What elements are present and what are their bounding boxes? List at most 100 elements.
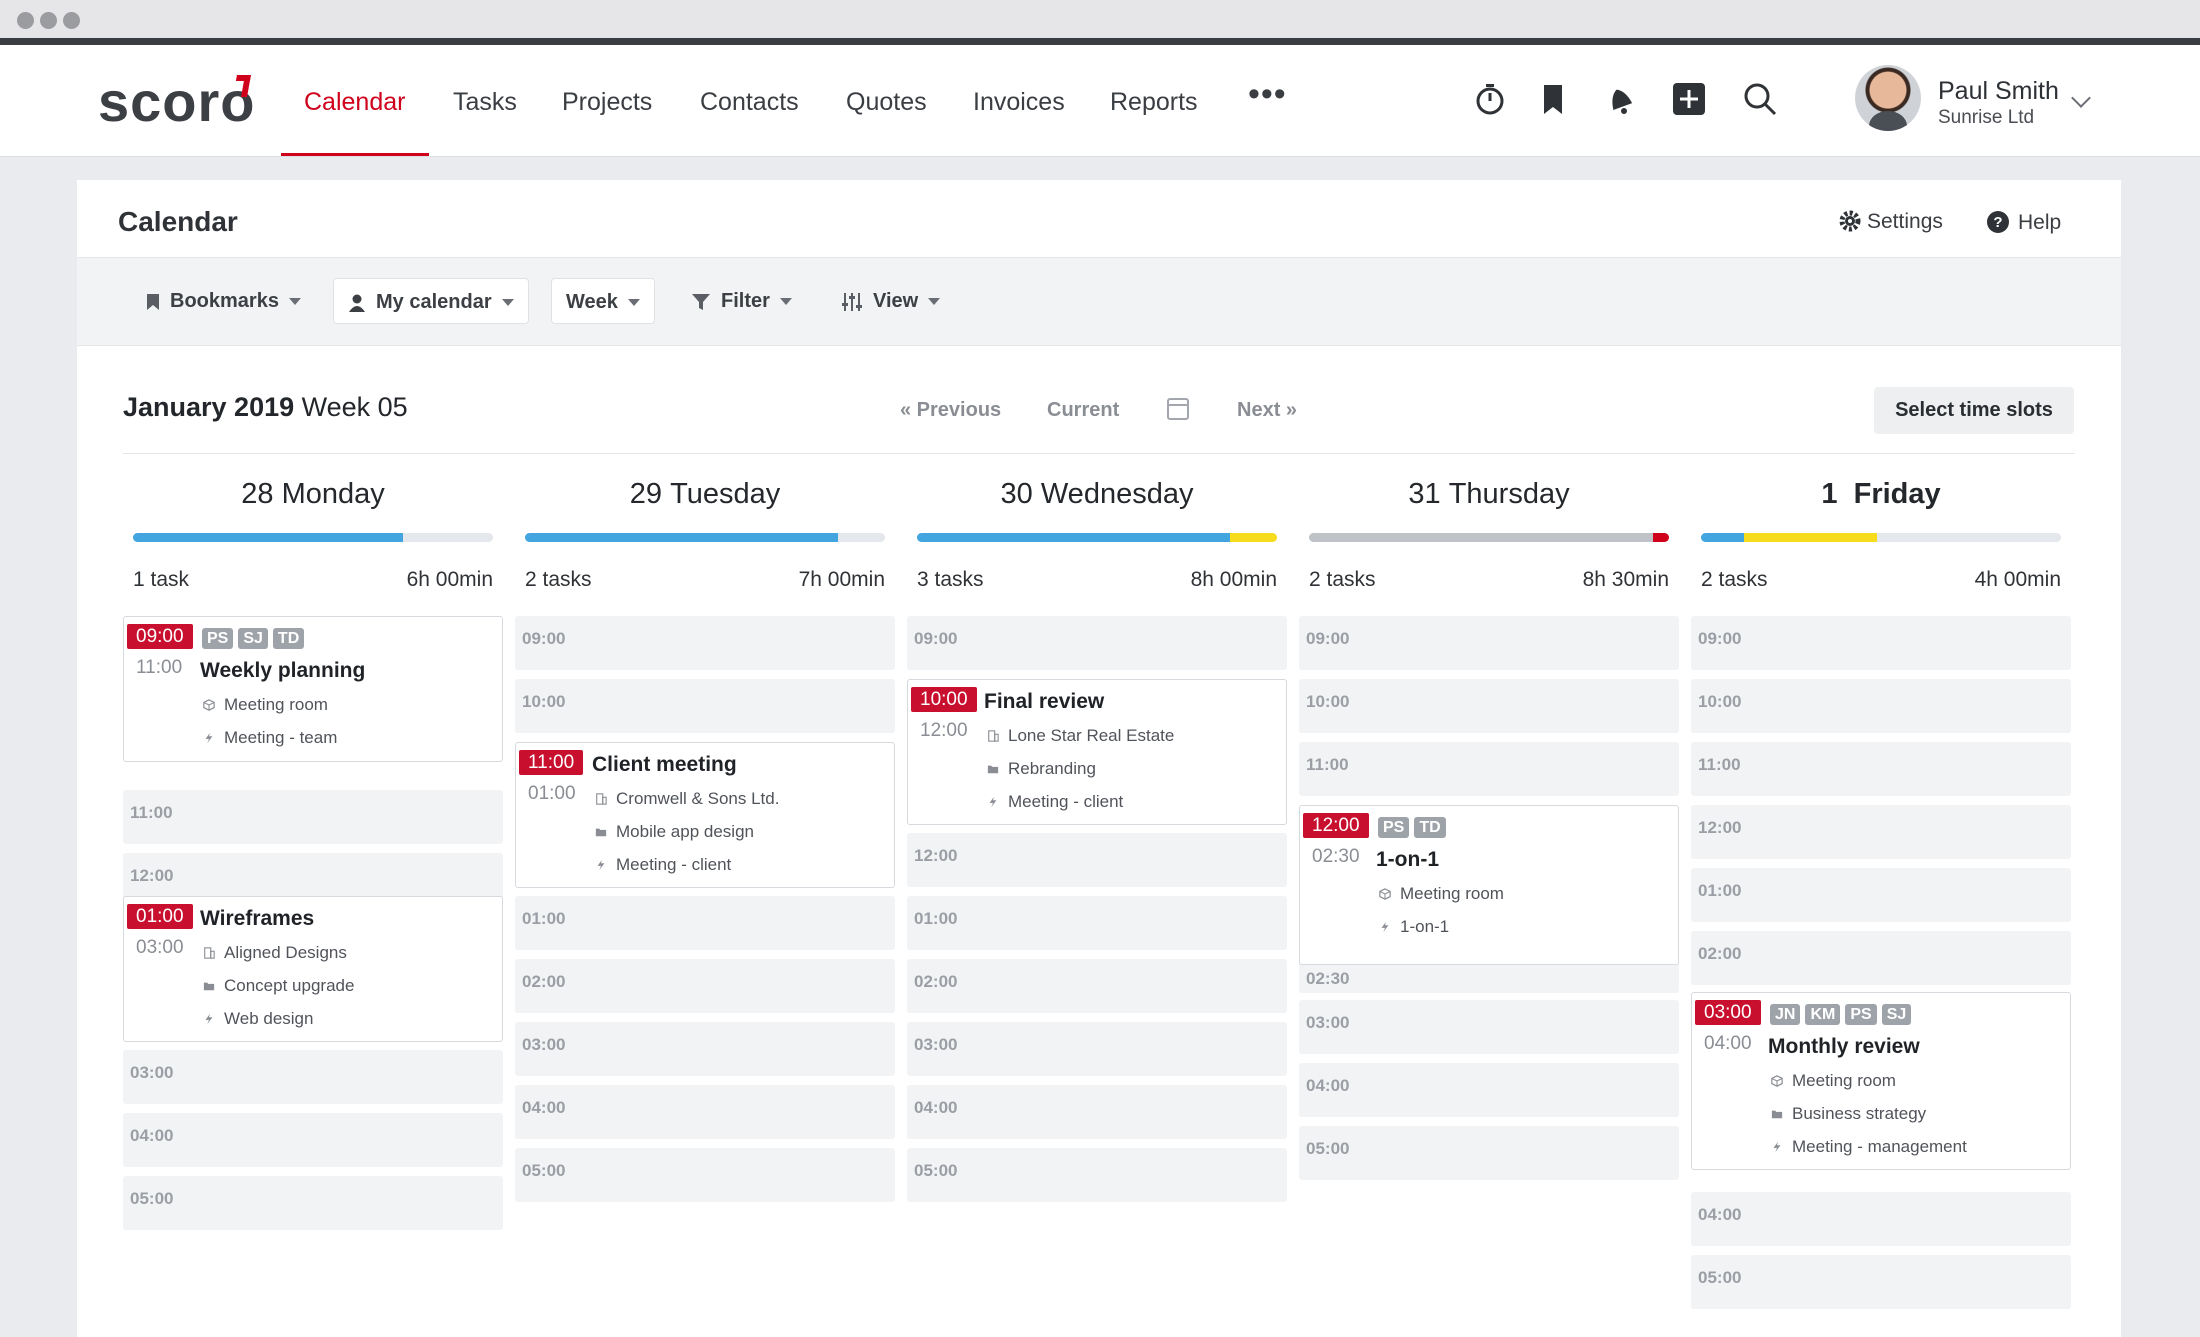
calendar-picker-icon[interactable] xyxy=(1167,398,1189,420)
participant-badge[interactable]: PS xyxy=(1845,1004,1877,1025)
calendar-event[interactable]: 03:00 04:00 JN KM PS SJ Monthly review Meeting … xyxy=(1691,992,2071,1170)
bookmark-icon xyxy=(147,293,159,310)
view-dropdown[interactable]: View xyxy=(827,278,954,324)
help-link[interactable]: ? Help xyxy=(1986,210,2061,235)
window-close-button[interactable] xyxy=(17,12,34,29)
svg-text:?: ? xyxy=(1993,214,2002,231)
time-slot[interactable]: 05:00 xyxy=(1299,1126,1679,1180)
time-slot[interactable]: 04:00 xyxy=(515,1085,895,1139)
week-dropdown[interactable]: Week xyxy=(551,278,655,324)
time-slot-label: 09:00 xyxy=(1698,629,1742,648)
time-slot[interactable]: 11:00 xyxy=(1691,742,2071,796)
calendar-event[interactable]: 01:00 03:00 Wireframes Aligned Designs Conce… xyxy=(123,896,503,1042)
time-slot[interactable]: 04:00 xyxy=(1299,1063,1679,1117)
time-slot[interactable]: 09:00 xyxy=(1691,616,2071,670)
stopwatch-icon[interactable] xyxy=(1470,79,1510,119)
type-icon xyxy=(986,792,1008,811)
workload-segment xyxy=(1701,533,1745,542)
participant-badge[interactable]: PS xyxy=(1378,817,1410,838)
time-slot[interactable]: 05:00 xyxy=(1691,1255,2071,1309)
time-slot[interactable]: 05:00 xyxy=(123,1176,503,1230)
time-slot-label: 05:00 xyxy=(130,1189,174,1208)
participant-badge[interactable]: SJ xyxy=(1881,1004,1912,1025)
calendar-event[interactable]: 12:00 02:30 PS TD 1-on-1 Meeting room 1-on-1 xyxy=(1299,805,1679,965)
time-slot[interactable]: 02:00 xyxy=(515,959,895,1013)
next-week-link[interactable]: Next » xyxy=(1237,399,1298,421)
time-slot-label: 09:00 xyxy=(522,629,566,648)
time-slot[interactable]: 12:00 xyxy=(907,833,1287,887)
time-slot[interactable]: 11:00 xyxy=(1299,742,1679,796)
bell-icon[interactable] xyxy=(1600,79,1640,119)
event-title[interactable]: Monthly review xyxy=(1768,1035,1920,1058)
user-avatar[interactable] xyxy=(1855,65,1921,131)
scoro-logo[interactable]: scoro xyxy=(98,70,256,133)
time-slot[interactable]: 03:00 xyxy=(123,1050,503,1104)
week-number: Week 05 xyxy=(301,392,408,422)
calendar-event[interactable]: 09:00 11:00 PS SJ TD Weekly planning Meeting r… xyxy=(123,616,503,762)
settings-link[interactable]: Settings xyxy=(1839,210,1943,234)
participant-badge[interactable]: SJ xyxy=(238,628,268,649)
time-slot[interactable]: 04:00 xyxy=(123,1113,503,1167)
window-zoom-button[interactable] xyxy=(63,12,80,29)
event-title[interactable]: Weekly planning xyxy=(200,659,366,682)
time-slot[interactable]: 10:00 xyxy=(1299,679,1679,733)
my-calendar-dropdown[interactable]: My calendar xyxy=(333,278,529,324)
participant-badge[interactable]: KM xyxy=(1805,1004,1841,1025)
event-title[interactable]: 1-on-1 xyxy=(1376,848,1439,871)
event-title[interactable]: Client meeting xyxy=(592,753,737,776)
time-slot[interactable]: 01:00 xyxy=(515,896,895,950)
time-slot[interactable]: 01:00 xyxy=(1691,868,2071,922)
calendar-event[interactable]: 10:00 12:00 Final review Lone Star Real Est… xyxy=(907,679,1287,825)
event-title[interactable]: Wireframes xyxy=(200,907,315,930)
time-slot[interactable]: 03:00 xyxy=(515,1022,895,1076)
nav-more-button[interactable]: ••• xyxy=(1248,75,1287,113)
previous-week-link[interactable]: « Previous xyxy=(900,399,1002,421)
chevron-down-icon[interactable] xyxy=(2071,88,2091,108)
select-time-slots-button[interactable]: Select time slots xyxy=(1874,387,2074,434)
bookmark-icon[interactable] xyxy=(1533,79,1573,119)
time-slot[interactable]: 04:00 xyxy=(1691,1192,2071,1246)
search-icon[interactable] xyxy=(1740,79,1780,119)
time-slot[interactable]: 05:00 xyxy=(515,1148,895,1202)
time-slot[interactable]: 03:00 xyxy=(1299,1000,1679,1054)
participant-badge[interactable]: TD xyxy=(1414,817,1446,838)
bookmarks-dropdown[interactable]: Bookmarks xyxy=(132,278,315,324)
time-slot[interactable]: 12:00 xyxy=(1691,805,2071,859)
time-slot[interactable]: 11:00 xyxy=(123,790,503,844)
current-week-link[interactable]: Current xyxy=(1047,399,1120,421)
user-name[interactable]: Paul Smith xyxy=(1938,77,2059,105)
time-slot[interactable]: 03:00 xyxy=(907,1022,1287,1076)
window-minimize-button[interactable] xyxy=(40,12,57,29)
time-slot[interactable]: 09:00 xyxy=(515,616,895,670)
filter-icon xyxy=(692,293,710,310)
time-slot[interactable]: 02:00 xyxy=(1691,931,2071,985)
participant-badge[interactable]: PS xyxy=(202,628,234,649)
nav-contacts[interactable]: Contacts xyxy=(700,88,799,116)
time-slot[interactable]: 09:00 xyxy=(907,616,1287,670)
filter-dropdown[interactable]: Filter xyxy=(677,278,806,324)
nav-tasks[interactable]: Tasks xyxy=(453,88,517,116)
time-slot[interactable]: 01:00 xyxy=(907,896,1287,950)
time-slot[interactable]: 10:00 xyxy=(515,679,895,733)
time-slot[interactable]: 04:00 xyxy=(907,1085,1287,1139)
top-navigation: scoro Calendar Tasks Projects Contacts Q… xyxy=(0,45,2200,157)
add-icon[interactable] xyxy=(1669,79,1709,119)
panel-header: Calendar Settings ? Help xyxy=(77,180,2121,258)
time-slot[interactable]: 10:00 xyxy=(1691,679,2071,733)
event-title[interactable]: Final review xyxy=(984,690,1105,713)
nav-reports[interactable]: Reports xyxy=(1110,88,1198,116)
time-slot[interactable]: 02:00 xyxy=(907,959,1287,1013)
participant-badge[interactable]: TD xyxy=(272,628,305,649)
nav-quotes[interactable]: Quotes xyxy=(846,88,927,116)
participant-badge[interactable]: JN xyxy=(1770,1004,1801,1025)
time-slot[interactable]: 09:00 xyxy=(1299,616,1679,670)
nav-calendar[interactable]: Calendar xyxy=(304,88,406,116)
time-slot[interactable]: 05:00 xyxy=(907,1148,1287,1202)
day-task-count: 1 task xyxy=(133,568,190,591)
time-slot[interactable]: 02:30 xyxy=(1299,961,1679,993)
nav-invoices[interactable]: Invoices xyxy=(973,88,1065,116)
nav-projects[interactable]: Projects xyxy=(562,88,653,116)
event-detail-text: Aligned Designs xyxy=(224,943,347,962)
calendar-event[interactable]: 11:00 01:00 Client meeting Cromwell & Sons … xyxy=(515,742,895,888)
day-task-count: 3 tasks xyxy=(917,568,984,591)
